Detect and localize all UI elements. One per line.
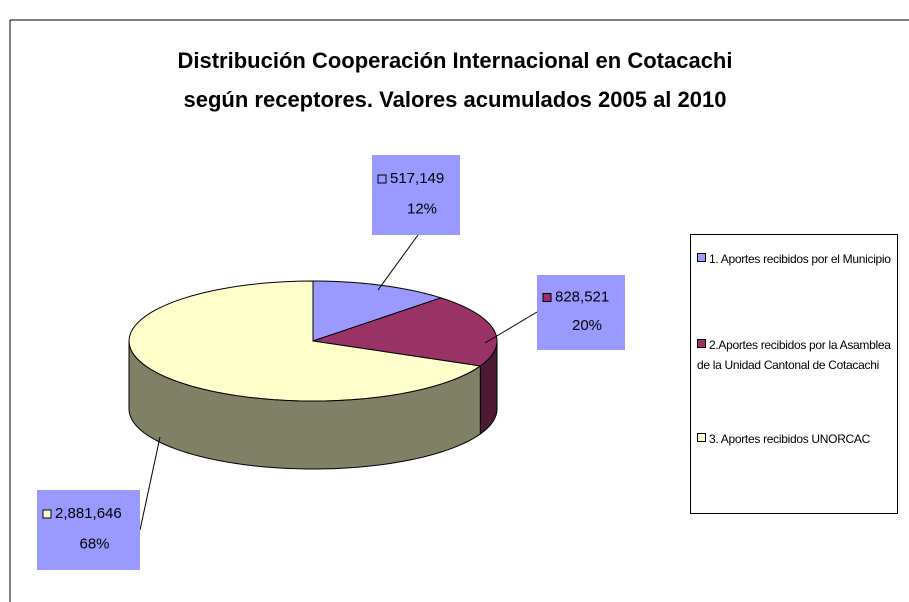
label-box — [372, 155, 460, 235]
label-key — [542, 293, 552, 302]
leader-line — [484, 311, 538, 344]
legend-label: 1. Aportes recibidos por el Municipio — [709, 252, 891, 266]
value-label: 517,149 — [390, 170, 444, 187]
legend-label: 3. Aportes recibidos UNORCAC — [709, 432, 870, 446]
label-key — [42, 509, 52, 519]
legend-key — [697, 433, 706, 442]
label-key — [377, 174, 387, 184]
leader-line — [377, 234, 419, 291]
percent-label: 20% — [572, 317, 602, 334]
label-box — [537, 275, 625, 350]
legend-entry: 1. Aportes recibidos por el Municipio — [697, 249, 893, 269]
percent-label: 12% — [407, 200, 437, 217]
chart-title: según receptores. Valores acumulados 200… — [184, 87, 727, 112]
percent-label: 68% — [79, 535, 109, 552]
value-label: 2,881,646 — [55, 505, 122, 522]
legend-label: 2.Aportes recibidos por la Asamblea de l… — [697, 338, 891, 372]
value-label: 828,521 — [555, 288, 609, 305]
legend-key — [697, 253, 706, 262]
slice — [312, 297, 498, 367]
label-box — [37, 490, 140, 570]
slice — [128, 280, 482, 402]
legend-entry: 3. Aportes recibidos UNORCAC — [697, 429, 893, 449]
chart-title: Distribución Cooperación Internacional e… — [178, 48, 733, 73]
leader-line — [139, 436, 161, 531]
legend-key — [697, 339, 706, 348]
legend-entry: 2.Aportes recibidos por la Asamblea de l… — [697, 335, 893, 375]
legend: 1. Aportes recibidos por el Municipio 2.A… — [690, 234, 898, 514]
slice — [312, 280, 443, 342]
